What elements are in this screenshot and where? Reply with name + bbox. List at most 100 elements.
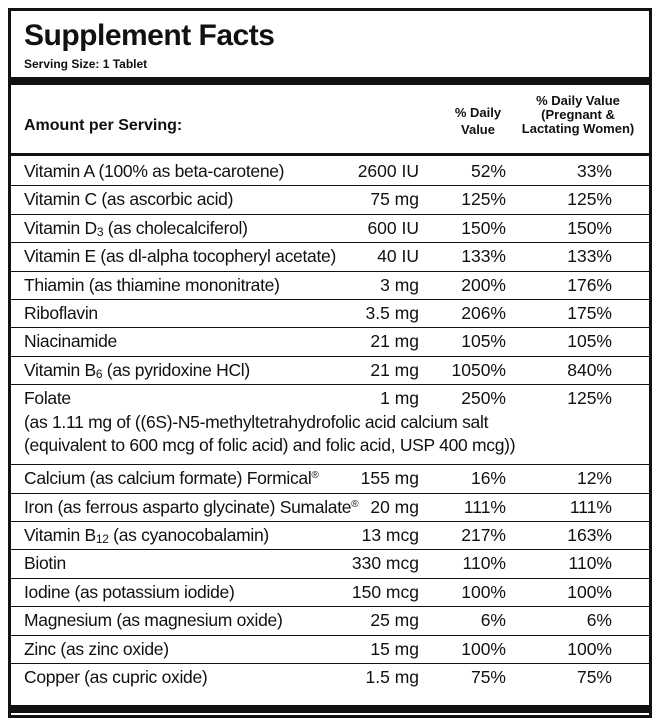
- nutrient-name: Thiamin (as thiamine mononitrate): [24, 274, 280, 295]
- daily-value-percent: 16%: [470, 468, 506, 489]
- row-divider: [11, 185, 649, 187]
- daily-value-percent: 125%: [461, 189, 506, 210]
- nutrient-name-subscript: 12: [95, 532, 109, 546]
- nutrient-name: Vitamin E (as dl-alpha tocopheryl acetat…: [24, 246, 336, 267]
- nutrient-name-source: (as cholecalciferol): [103, 217, 248, 238]
- nutrient-amount: 3.5 mg: [365, 303, 420, 323]
- table-row: Vitamin B12 (as cyanocobalamin) 13 mcg 217…: [11, 521, 649, 549]
- nutrient-amount: 21 mg: [370, 359, 419, 380]
- daily-value-pregnant-percent: 175%: [567, 303, 612, 323]
- nutrient-amount: 1.5 mg: [365, 667, 420, 687]
- nutrient-name-text: Calcium (as calcium formate) Formical: [24, 468, 312, 489]
- nutrient-amount: 1 mg: [380, 388, 419, 409]
- row-divider: [11, 492, 649, 494]
- row-divider: [11, 213, 649, 215]
- daily-value-percent: 111%: [463, 496, 506, 517]
- daily-value-percent: 105%: [461, 331, 506, 352]
- nutrient-source-note: (as 1.11 mg of ((6S)-N5-methyltetrahydro…: [24, 412, 489, 433]
- daily-value-pregnant-percent: 163%: [567, 525, 612, 545]
- header-daily-value: % Daily Value: [436, 104, 520, 138]
- nutrient-name-text: Vitamin B: [24, 359, 96, 380]
- nutrient-name: Calcium (as calcium formate) Formical®: [24, 468, 319, 489]
- row-divider: [11, 521, 649, 522]
- nutrient-amount: 20 mg: [370, 496, 419, 517]
- table-row: Vitamin E (as dl-alpha tocopheryl acetat…: [11, 242, 649, 270]
- daily-value-percent: 52%: [470, 161, 506, 181]
- nutrient-name: Iron (as ferrous asparto glycinate) Suma…: [24, 497, 359, 518]
- nutrient-amount: 25 mg: [370, 610, 419, 631]
- divider-header: [11, 153, 649, 156]
- supplement-facts-panel: Supplement Facts Serving Size: 1 Tablet …: [8, 8, 652, 718]
- daily-value-pregnant-percent: 125%: [567, 388, 612, 409]
- nutrient-name: Zinc (as zinc oxide): [24, 638, 169, 659]
- daily-value-percent: 1050%: [451, 359, 507, 380]
- nutrient-name-text: Vitamin B: [24, 525, 96, 545]
- table-row: Iron (as ferrous asparto glycinate) Suma…: [11, 493, 649, 521]
- row-divider: [11, 663, 649, 664]
- nutrient-amount: 21 mg: [370, 331, 419, 352]
- daily-value-pregnant-percent: 105%: [567, 331, 612, 352]
- row-divider: [11, 577, 649, 579]
- daily-value-pregnant-percent: 100%: [567, 638, 612, 659]
- nutrient-name: Vitamin B12 (as cyanocobalamin): [24, 525, 269, 546]
- table-row: Niacinamide 21 mg 105% 105%: [11, 327, 649, 355]
- nutrient-name: Niacinamide: [24, 331, 117, 352]
- nutrient-amount: 75 mg: [370, 189, 419, 210]
- nutrient-name: Biotin: [24, 553, 66, 574]
- daily-value-pregnant-percent: 125%: [567, 189, 612, 210]
- header-dv-pregnant-line1: % Daily Value: [536, 93, 620, 108]
- table-row: Biotin 330 mcg 110% 110%: [11, 549, 649, 577]
- divider-thick-bottom: [11, 705, 649, 713]
- daily-value-percent: 250%: [461, 388, 506, 409]
- registered-mark: ®: [311, 470, 319, 482]
- row-divider: [11, 606, 649, 608]
- row-divider: [11, 327, 649, 329]
- row-divider: [11, 549, 649, 551]
- row-divider: [11, 270, 649, 272]
- daily-value-percent: 110%: [462, 553, 506, 574]
- nutrient-amount: 2600 IU: [357, 161, 419, 181]
- row-divider: [11, 355, 649, 357]
- divider-thick-top: [11, 77, 649, 85]
- daily-value-pregnant-percent: 176%: [567, 274, 612, 295]
- nutrient-name: Vitamin D3 (as cholecalciferol): [24, 218, 248, 239]
- nutrient-amount: 40 IU: [377, 246, 419, 267]
- nutrient-name-source: (as cyanocobalamin): [108, 525, 269, 545]
- daily-value-pregnant-percent: 12%: [576, 468, 612, 489]
- nutrient-name: Riboflavin: [24, 303, 98, 323]
- table-row: Vitamin A (100% as beta-carotene) 2600 IU…: [11, 157, 649, 185]
- table-row: Zinc (as zinc oxide) 15 mg 100% 100%: [11, 635, 649, 663]
- nutrient-amount: 15 mg: [370, 638, 419, 659]
- nutrient-name-text: Vitamin D: [24, 217, 97, 238]
- table-row: Riboflavin 3.5 mg 206% 175%: [11, 299, 649, 327]
- registered-mark: ®: [351, 498, 359, 510]
- row-divider: [11, 242, 649, 244]
- nutrient-name: Iodine (as potassium iodide): [24, 581, 235, 602]
- serving-size: Serving Size: 1 Tablet: [24, 57, 148, 71]
- row-divider: [11, 464, 649, 466]
- row-divider: [11, 299, 649, 300]
- table-row: Vitamin B6 (as pyridoxine HCl) 21 mg 1050%…: [11, 356, 649, 384]
- header-dv-pregnant-line3: Lactating Women): [521, 121, 635, 136]
- daily-value-percent: 100%: [461, 638, 506, 659]
- daily-value-percent: 200%: [461, 274, 506, 295]
- nutrient-name-subscript: 3: [96, 224, 104, 239]
- nutrient-amount: 155 mg: [360, 468, 419, 489]
- daily-value-pregnant-percent: 33%: [576, 161, 612, 181]
- nutrient-name: Vitamin A (100% as beta-carotene): [24, 161, 285, 181]
- table-row: Vitamin C (as ascorbic acid) 75 mg 125% 125…: [11, 185, 649, 213]
- panel-title: Supplement Facts: [24, 19, 275, 52]
- daily-value-percent: 133%: [461, 246, 506, 267]
- header-daily-value-pregnant: % Daily Value (Pregnant & Lactating Wome…: [511, 94, 645, 136]
- row-divider: [11, 384, 649, 386]
- daily-value-percent: 75%: [470, 667, 506, 687]
- daily-value-pregnant-percent: 75%: [576, 667, 612, 687]
- daily-value-percent: 217%: [461, 525, 506, 545]
- nutrient-amount: 330 mcg: [351, 553, 419, 574]
- daily-value-pregnant-percent: 6%: [586, 610, 612, 631]
- nutrient-amount: 13 mcg: [361, 525, 419, 545]
- header-daily-value-line1: % Daily: [454, 105, 502, 120]
- nutrient-name-source: (as pyridoxine HCl): [102, 359, 250, 380]
- daily-value-pregnant-percent: 133%: [567, 246, 612, 267]
- daily-value-pregnant-percent: 150%: [567, 217, 612, 238]
